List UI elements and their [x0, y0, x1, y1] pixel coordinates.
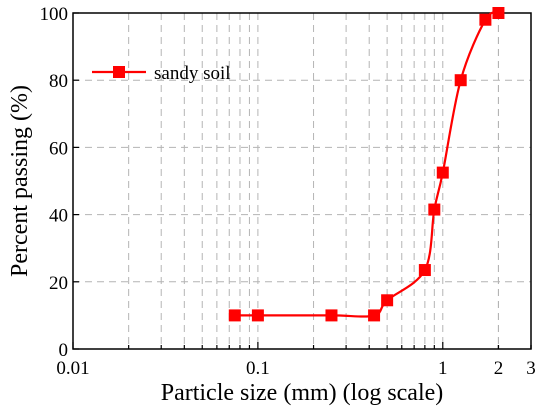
grid	[73, 13, 531, 349]
series-layer	[228, 7, 505, 322]
x-tick-label: 3	[526, 358, 536, 379]
y-tick-label: 40	[49, 206, 68, 227]
data-point	[368, 309, 381, 322]
data-point	[428, 203, 441, 216]
data-point	[228, 309, 241, 322]
y-tick-label: 60	[49, 138, 68, 159]
x-tick-label: 0.1	[246, 358, 270, 379]
x-tick-label: 0.01	[56, 358, 89, 379]
data-point	[436, 166, 449, 179]
data-point	[454, 74, 467, 87]
plot-frame	[72, 12, 532, 350]
y-axis-title: Percent passing (%)	[7, 85, 33, 277]
data-point	[492, 7, 505, 19]
x-tick-label: 2	[494, 358, 504, 379]
legend-label: sandy soil	[154, 63, 231, 84]
y-tick-label: 20	[49, 273, 68, 294]
legend: sandy soil	[92, 63, 231, 84]
data-point	[325, 309, 338, 322]
y-tick-label: 80	[49, 71, 68, 92]
y-tick-label: 0	[59, 340, 69, 361]
x-tick-label: 1	[438, 358, 448, 379]
series-line	[234, 11, 499, 318]
data-point	[479, 13, 492, 26]
data-point	[418, 264, 431, 277]
legend-marker	[113, 66, 125, 78]
y-tick-label: 100	[40, 4, 69, 25]
x-axis-title: Particle size (mm) (log scale)	[161, 380, 444, 406]
data-point	[381, 294, 394, 307]
axis-ticks: 0.01 0.1 1 2 3 0 20 40 60 80 100	[40, 4, 536, 379]
data-point	[251, 309, 264, 322]
